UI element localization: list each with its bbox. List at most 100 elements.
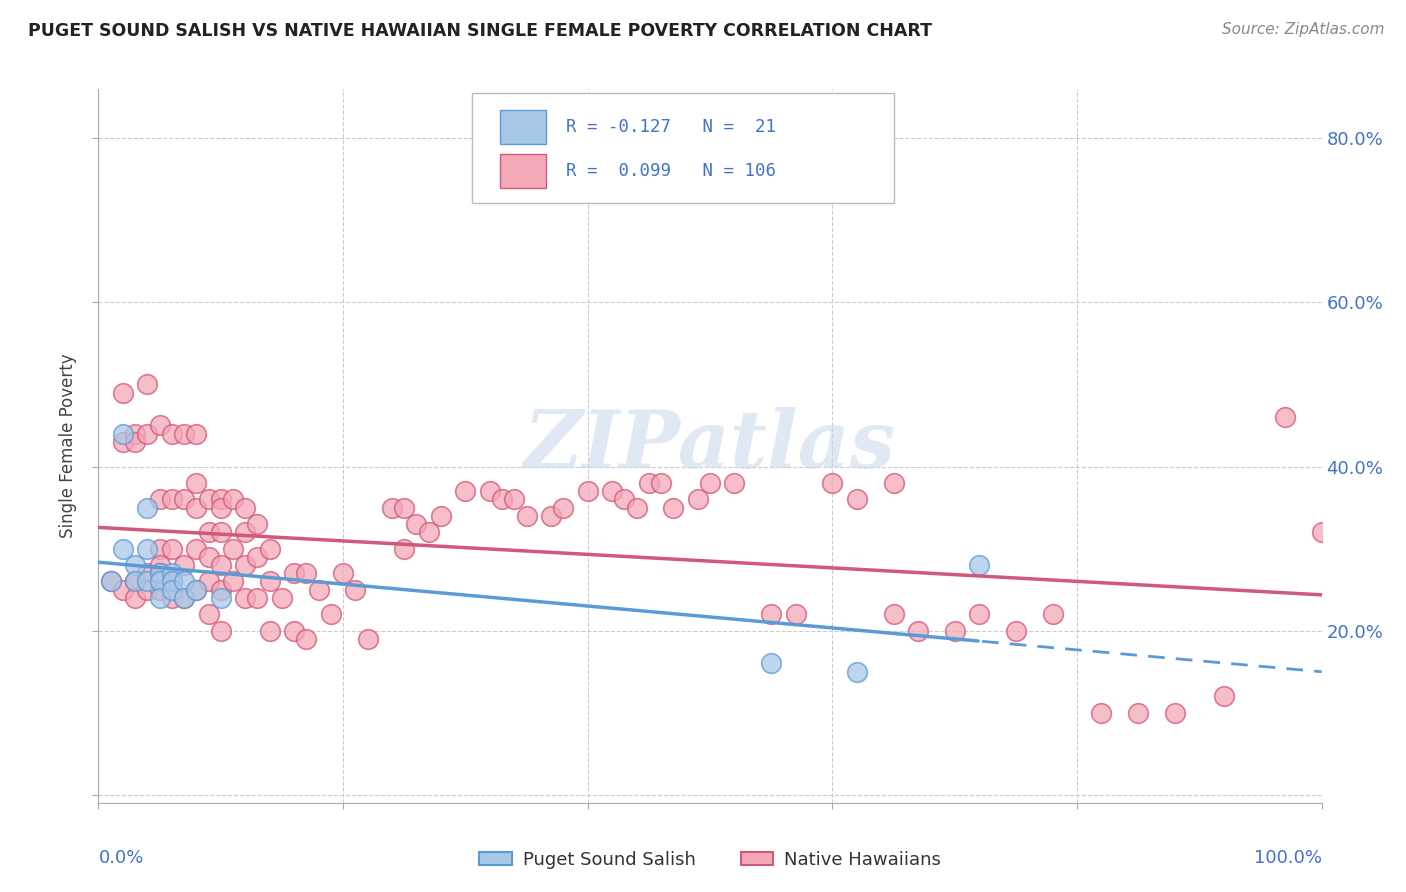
Point bbox=[149, 566, 172, 581]
Point bbox=[197, 574, 219, 589]
Point bbox=[454, 484, 477, 499]
Point bbox=[418, 525, 440, 540]
Text: 0.0%: 0.0% bbox=[98, 849, 143, 867]
Point bbox=[283, 566, 305, 581]
Point bbox=[270, 591, 294, 605]
Point bbox=[943, 624, 966, 638]
Point bbox=[149, 418, 172, 433]
Point bbox=[136, 566, 159, 581]
Point bbox=[883, 475, 905, 490]
Point bbox=[160, 574, 183, 589]
Point bbox=[723, 475, 745, 490]
Point bbox=[136, 541, 159, 556]
Point bbox=[149, 582, 172, 597]
Point bbox=[283, 624, 305, 638]
Point bbox=[173, 574, 195, 589]
Point bbox=[246, 516, 269, 531]
Point bbox=[186, 582, 208, 597]
Point bbox=[209, 591, 232, 605]
Point bbox=[381, 500, 404, 515]
Point bbox=[761, 607, 783, 622]
Point bbox=[124, 591, 146, 605]
Text: R =  0.099   N = 106: R = 0.099 N = 106 bbox=[565, 162, 776, 180]
Text: R = -0.127   N =  21: R = -0.127 N = 21 bbox=[565, 118, 776, 136]
Bar bbox=[499, 154, 546, 188]
Point bbox=[761, 657, 783, 671]
Point bbox=[111, 541, 134, 556]
Point bbox=[1212, 689, 1234, 703]
Point bbox=[515, 508, 537, 523]
Point bbox=[160, 492, 183, 507]
Point bbox=[233, 525, 256, 540]
Point bbox=[967, 607, 990, 622]
Point bbox=[124, 434, 146, 449]
Point bbox=[662, 500, 685, 515]
Legend: Puget Sound Salish, Native Hawaiians: Puget Sound Salish, Native Hawaiians bbox=[472, 844, 948, 876]
Point bbox=[319, 607, 342, 622]
Point bbox=[233, 558, 256, 572]
Point bbox=[111, 582, 134, 597]
Y-axis label: Single Female Poverty: Single Female Poverty bbox=[59, 354, 77, 538]
Point bbox=[160, 426, 183, 441]
Point bbox=[186, 541, 208, 556]
Point bbox=[209, 500, 232, 515]
Point bbox=[173, 591, 195, 605]
Point bbox=[259, 624, 281, 638]
Point bbox=[136, 582, 159, 597]
Point bbox=[186, 500, 208, 515]
Point bbox=[149, 591, 172, 605]
Point bbox=[100, 574, 122, 589]
Point bbox=[222, 574, 245, 589]
Point bbox=[1164, 706, 1187, 720]
FancyBboxPatch shape bbox=[471, 93, 894, 203]
Text: ZIPatlas: ZIPatlas bbox=[524, 408, 896, 484]
Point bbox=[259, 574, 281, 589]
Point bbox=[136, 426, 159, 441]
Point bbox=[173, 558, 195, 572]
Point bbox=[1274, 410, 1296, 425]
Point bbox=[197, 492, 219, 507]
Point bbox=[1042, 607, 1064, 622]
Point bbox=[430, 508, 453, 523]
Point bbox=[233, 500, 256, 515]
Point bbox=[233, 591, 256, 605]
Point bbox=[295, 632, 318, 646]
Point bbox=[392, 541, 416, 556]
Point bbox=[638, 475, 661, 490]
Point bbox=[907, 624, 929, 638]
Point bbox=[405, 516, 427, 531]
Bar bbox=[499, 110, 546, 145]
Point bbox=[149, 492, 172, 507]
Point bbox=[186, 426, 208, 441]
Point bbox=[845, 492, 868, 507]
Point bbox=[1004, 624, 1026, 638]
Point bbox=[186, 582, 208, 597]
Point bbox=[100, 574, 122, 589]
Point bbox=[160, 541, 183, 556]
Point bbox=[160, 566, 183, 581]
Point bbox=[967, 558, 990, 572]
Point bbox=[576, 484, 599, 499]
Point bbox=[136, 574, 159, 589]
Text: Source: ZipAtlas.com: Source: ZipAtlas.com bbox=[1222, 22, 1385, 37]
Point bbox=[186, 475, 208, 490]
Point bbox=[883, 607, 905, 622]
Point bbox=[246, 549, 269, 564]
Point bbox=[136, 500, 159, 515]
Point bbox=[1090, 706, 1112, 720]
Point bbox=[209, 582, 232, 597]
Point bbox=[209, 624, 232, 638]
Point bbox=[295, 566, 318, 581]
Point bbox=[197, 525, 219, 540]
Point bbox=[785, 607, 807, 622]
Point bbox=[111, 426, 134, 441]
Point bbox=[308, 582, 330, 597]
Point bbox=[222, 541, 245, 556]
Point bbox=[332, 566, 354, 581]
Point bbox=[124, 558, 146, 572]
Point bbox=[246, 591, 269, 605]
Point bbox=[699, 475, 721, 490]
Point bbox=[821, 475, 844, 490]
Point bbox=[344, 582, 367, 597]
Point bbox=[686, 492, 709, 507]
